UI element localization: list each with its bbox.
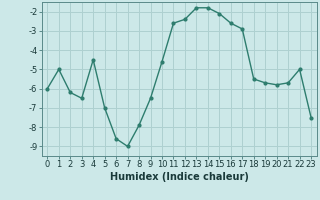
X-axis label: Humidex (Indice chaleur): Humidex (Indice chaleur) [110, 172, 249, 182]
